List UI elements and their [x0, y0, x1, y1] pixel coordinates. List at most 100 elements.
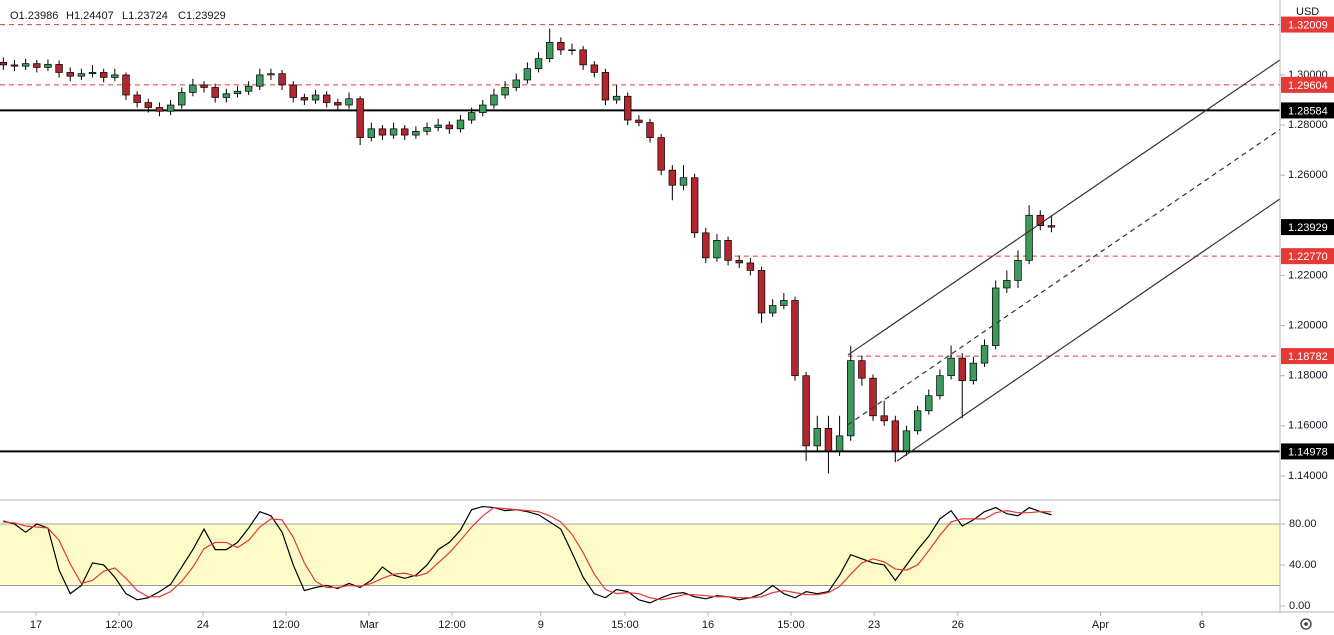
candle-body [66, 72, 74, 77]
currency-label: USD [1296, 6, 1319, 18]
last-price-box [1281, 219, 1334, 236]
candle-body [913, 410, 922, 432]
candle-body [835, 435, 844, 452]
candle-body [612, 95, 621, 101]
candle-body [635, 119, 643, 123]
price-line-box [1281, 248, 1334, 265]
price-line-box [1281, 348, 1334, 365]
candle-body [880, 415, 888, 422]
candle-body [512, 79, 520, 88]
last-price-label: 1.23929 [1288, 222, 1328, 234]
x-tick-label: 9 [538, 619, 544, 631]
candle-body [1003, 280, 1011, 289]
x-tick-label: 15:00 [611, 619, 639, 631]
candle-body [467, 112, 476, 121]
candle-body [991, 287, 1000, 346]
candle-body [969, 362, 978, 382]
y-tick-label: 0.00 [1289, 600, 1310, 612]
candle-body [456, 119, 465, 130]
candle-body [679, 177, 688, 186]
candle-body [947, 357, 955, 377]
candle-body [99, 72, 108, 78]
candle-body [847, 360, 855, 437]
candle-body [980, 345, 989, 364]
candle-body [133, 94, 141, 103]
candle-body [222, 93, 231, 98]
candle-body [858, 360, 866, 379]
x-tick-label: 17 [30, 619, 42, 631]
candle-body [445, 124, 454, 130]
x-tick-label: 24 [197, 619, 209, 631]
candle-body [300, 97, 309, 101]
x-tick-label: 15:00 [777, 619, 805, 631]
candle-body [891, 420, 900, 452]
candle-body [200, 84, 208, 88]
x-tick-label: 12:00 [105, 619, 133, 631]
candle-body [925, 395, 933, 412]
candle-body [490, 94, 498, 106]
candle-body [534, 58, 543, 70]
price-line-box [1281, 16, 1334, 33]
y-tick-label: 40.00 [1289, 559, 1317, 571]
ohlc-value: C1.23929 [178, 10, 226, 22]
price-line-box [1281, 443, 1334, 460]
candle-body [423, 127, 431, 132]
candle-body [378, 128, 387, 136]
price-line-label: 1.18782 [1288, 351, 1328, 363]
channel-line [847, 128, 1281, 426]
x-tick-label: 16 [702, 619, 714, 631]
candle-body [345, 98, 353, 106]
candle-body [367, 128, 375, 138]
candle-body [88, 72, 97, 75]
candle-body [501, 87, 509, 96]
plot-area [0, 24, 1281, 604]
candle-body [579, 49, 587, 66]
candle-body [545, 42, 554, 59]
y-tick-label: 1.22000 [1288, 269, 1328, 281]
candle-body [802, 375, 810, 447]
candle-body [590, 64, 598, 73]
candle-body [189, 84, 197, 93]
candle-body [267, 73, 275, 76]
oscillator-line [3, 505, 1052, 604]
price-line-label: 1.22770 [1288, 251, 1328, 263]
candle-body [1036, 214, 1044, 227]
candle-body [713, 240, 721, 259]
x-tick-label: 6 [1199, 619, 1205, 631]
candle-body [166, 104, 175, 112]
x-tick-label: 23 [868, 619, 880, 631]
candle-body [211, 87, 219, 98]
settings-icon[interactable] [1300, 618, 1312, 630]
y-tick-label: 1.18000 [1288, 370, 1328, 382]
candle-body [311, 94, 320, 101]
candle-body [702, 232, 710, 259]
candle-body [356, 98, 364, 138]
candle-body [55, 64, 63, 73]
candle-body [958, 357, 966, 382]
candle-body [768, 305, 777, 314]
candle-body [568, 49, 576, 52]
y-tick-label: 1.14000 [1288, 470, 1328, 482]
ohlc-value: L1.23724 [122, 10, 168, 22]
candle-body [10, 64, 19, 67]
candle-body [44, 64, 52, 68]
candle-body [624, 95, 632, 121]
candle-body [869, 377, 877, 417]
candle-body [434, 124, 442, 128]
candle-body [21, 63, 30, 67]
candle-body [735, 260, 743, 264]
y-tick-label: 1.28000 [1288, 119, 1328, 131]
x-tick-label: Mar [360, 619, 379, 631]
candle-body [322, 94, 331, 103]
candle-body [278, 73, 286, 86]
channel-line [847, 59, 1281, 356]
price-line-label: 1.32009 [1288, 19, 1328, 31]
price-line-box [1281, 76, 1334, 93]
y-tick-label: 80.00 [1289, 518, 1317, 530]
price-line-label: 1.28584 [1288, 105, 1328, 117]
candle-body [77, 73, 86, 77]
channel-line [896, 198, 1281, 462]
candle-body [0, 62, 8, 66]
candle-body [289, 84, 297, 98]
